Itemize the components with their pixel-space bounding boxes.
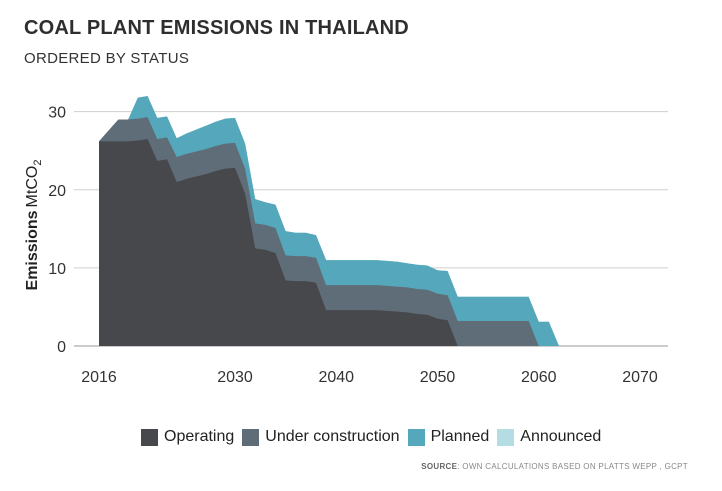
x-tick-label: 2070 xyxy=(622,369,658,386)
x-tick-label: 2016 xyxy=(81,369,117,386)
legend-item-announced: Announced xyxy=(497,428,601,446)
legend-label: Announced xyxy=(520,428,602,445)
legend-item-under-construction: Under construction xyxy=(242,428,400,446)
y-tick-label: 20 xyxy=(48,183,66,200)
chart-subtitle: ORDERED BY STATUS xyxy=(24,50,190,67)
legend-label: Planned xyxy=(430,428,490,445)
stacked-areas xyxy=(99,96,570,346)
legend-swatch xyxy=(141,428,158,446)
x-tick-label: 2040 xyxy=(318,369,354,386)
y-tick-label: 30 xyxy=(48,105,66,122)
y-axis-label: Emissions MtCO2 xyxy=(24,160,44,291)
y-axis-label-subscript: 2 xyxy=(32,160,44,166)
source-text: : OWN CALCULATIONS BASED ON PLATTS WEPP … xyxy=(457,462,688,471)
x-tick-label: 2060 xyxy=(521,369,557,386)
area-operating xyxy=(99,138,570,346)
legend-swatch xyxy=(242,428,260,446)
legend-label: Operating xyxy=(164,428,235,445)
y-tick-label: 10 xyxy=(48,261,66,278)
y-axis-ticks: 0 10 20 30 xyxy=(48,105,66,356)
legend-swatch xyxy=(407,428,425,446)
x-axis-ticks: 2016 2030 2040 2050 2060 2070 xyxy=(81,369,658,386)
legend-label: Under construction xyxy=(265,428,400,445)
x-tick-label: 2030 xyxy=(217,369,253,386)
legend-swatch xyxy=(497,428,515,446)
source-note: SOURCE: OWN CALCULATIONS BASED ON PLATTS… xyxy=(421,462,688,471)
y-axis-label-bold: Emissions xyxy=(24,210,41,290)
y-axis-label-unit: MtCO xyxy=(24,166,41,208)
legend: Operating Under construction Planned Announ… xyxy=(141,428,609,446)
legend-item-planned: Planned xyxy=(407,428,490,446)
source-label: SOURCE xyxy=(421,462,458,471)
chart-title: COAL PLANT EMISSIONS IN THAILAND xyxy=(24,17,409,39)
legend-item-operating: Operating xyxy=(141,428,234,446)
y-tick-label: 0 xyxy=(57,339,66,356)
x-tick-label: 2050 xyxy=(420,369,456,386)
